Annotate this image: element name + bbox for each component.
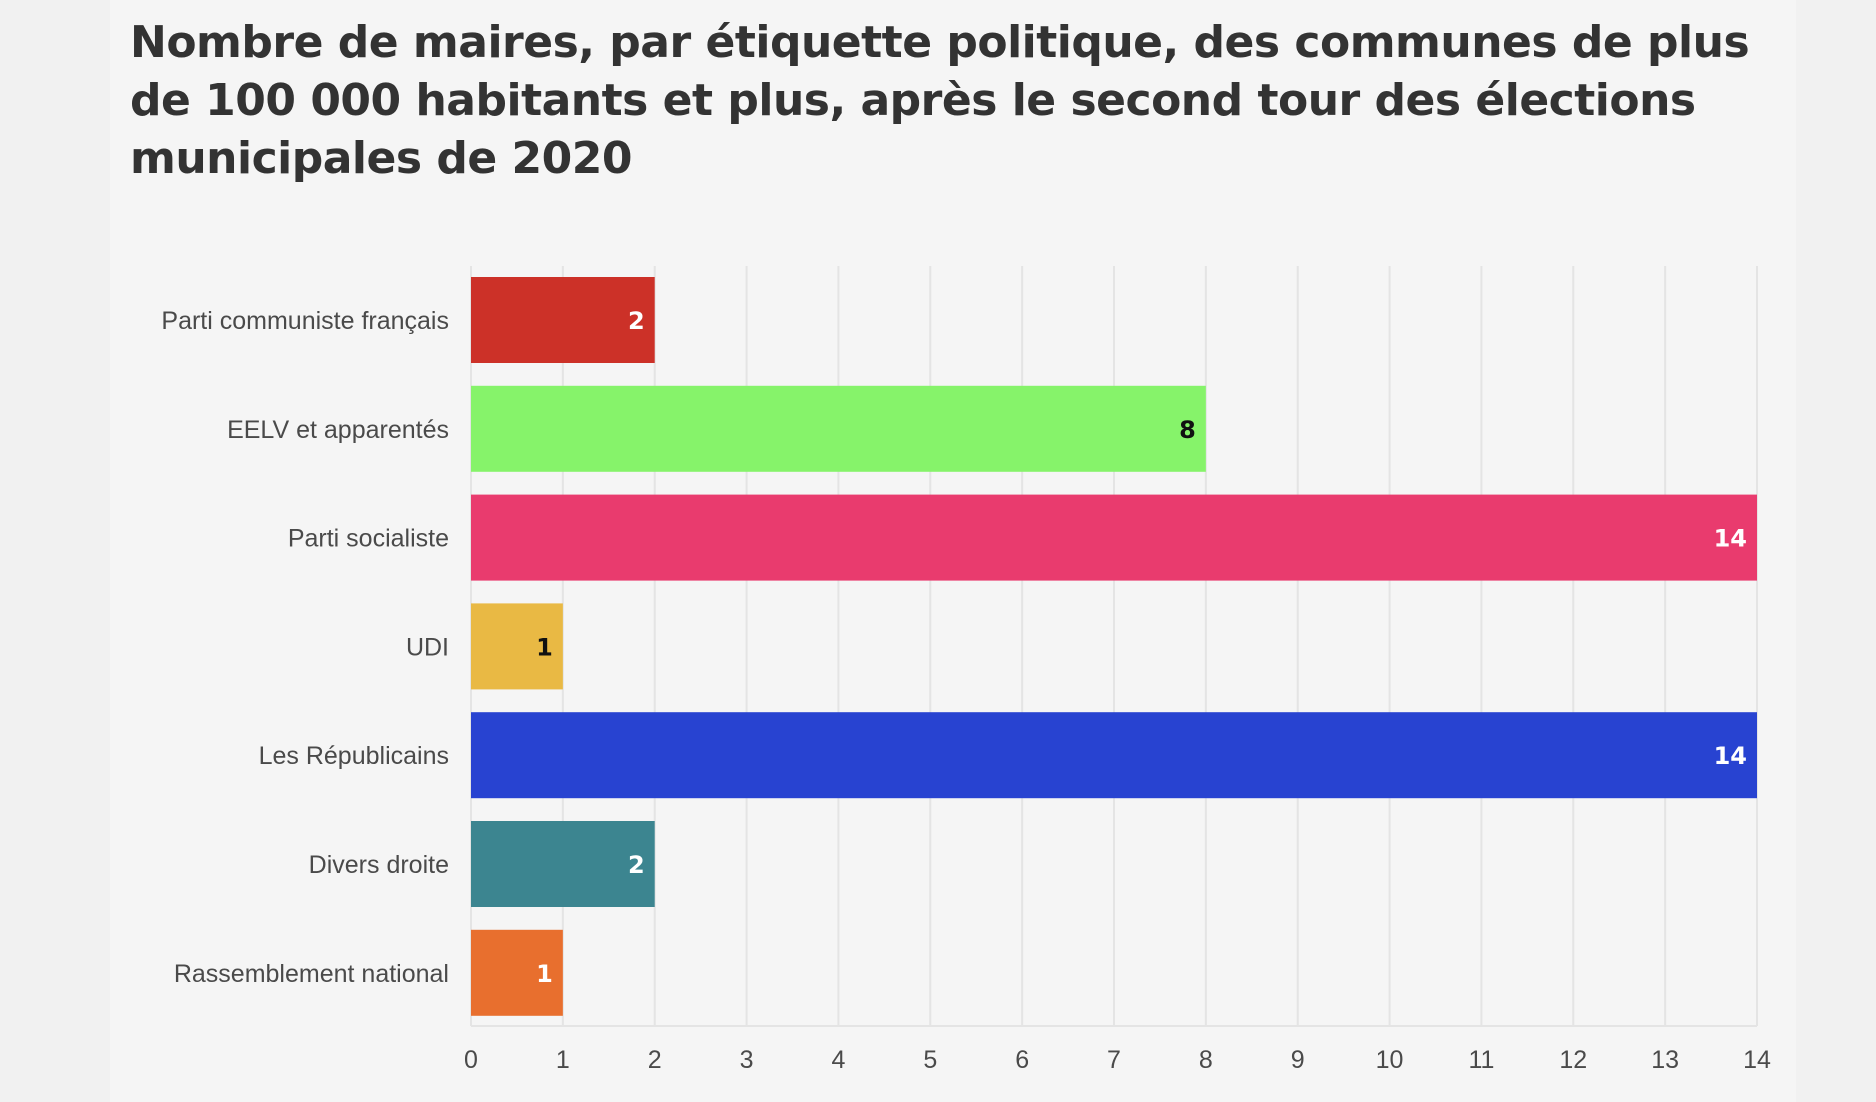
x-tick-label: 10 bbox=[1376, 1046, 1404, 1074]
data-label: 1 bbox=[536, 960, 553, 988]
x-tick-label: 9 bbox=[1291, 1046, 1305, 1074]
bar bbox=[471, 929, 563, 1016]
bar bbox=[471, 603, 563, 690]
category-label: UDI bbox=[406, 633, 449, 661]
x-tick-label: 8 bbox=[1199, 1046, 1213, 1074]
bar bbox=[471, 385, 1206, 472]
category-label: Parti communiste français bbox=[161, 307, 449, 335]
x-tick-label: 6 bbox=[1015, 1046, 1029, 1074]
data-label: 2 bbox=[628, 851, 645, 879]
x-tick-label: 14 bbox=[1743, 1046, 1771, 1074]
x-tick-label: 12 bbox=[1559, 1046, 1587, 1074]
data-label: 14 bbox=[1714, 742, 1747, 770]
data-label: 8 bbox=[1179, 416, 1196, 444]
x-tick-label: 13 bbox=[1651, 1046, 1679, 1074]
bar bbox=[471, 494, 1757, 581]
x-tick-label: 1 bbox=[556, 1046, 570, 1074]
x-tick-label: 4 bbox=[831, 1046, 845, 1074]
data-label: 1 bbox=[536, 633, 553, 661]
x-tick-label: 5 bbox=[923, 1046, 937, 1074]
chart-title: Nombre de maires, par étiquette politiqu… bbox=[130, 17, 1750, 184]
x-tick-label: 0 bbox=[464, 1046, 478, 1074]
bar bbox=[471, 821, 655, 907]
category-label: Divers droite bbox=[309, 851, 449, 879]
data-label: 2 bbox=[628, 307, 645, 335]
x-tick-label: 7 bbox=[1107, 1046, 1121, 1074]
category-label: Les Républicains bbox=[259, 742, 449, 770]
category-label: Rassemblement national bbox=[174, 960, 449, 988]
data-label: 14 bbox=[1714, 525, 1747, 553]
category-label: EELV et apparentés bbox=[227, 416, 449, 444]
x-tick-label: 2 bbox=[648, 1046, 662, 1074]
bar bbox=[471, 712, 1757, 799]
category-label: Parti socialiste bbox=[288, 525, 449, 553]
bar bbox=[471, 277, 655, 363]
x-tick-label: 11 bbox=[1468, 1046, 1494, 1074]
x-tick-label: 3 bbox=[740, 1046, 754, 1074]
